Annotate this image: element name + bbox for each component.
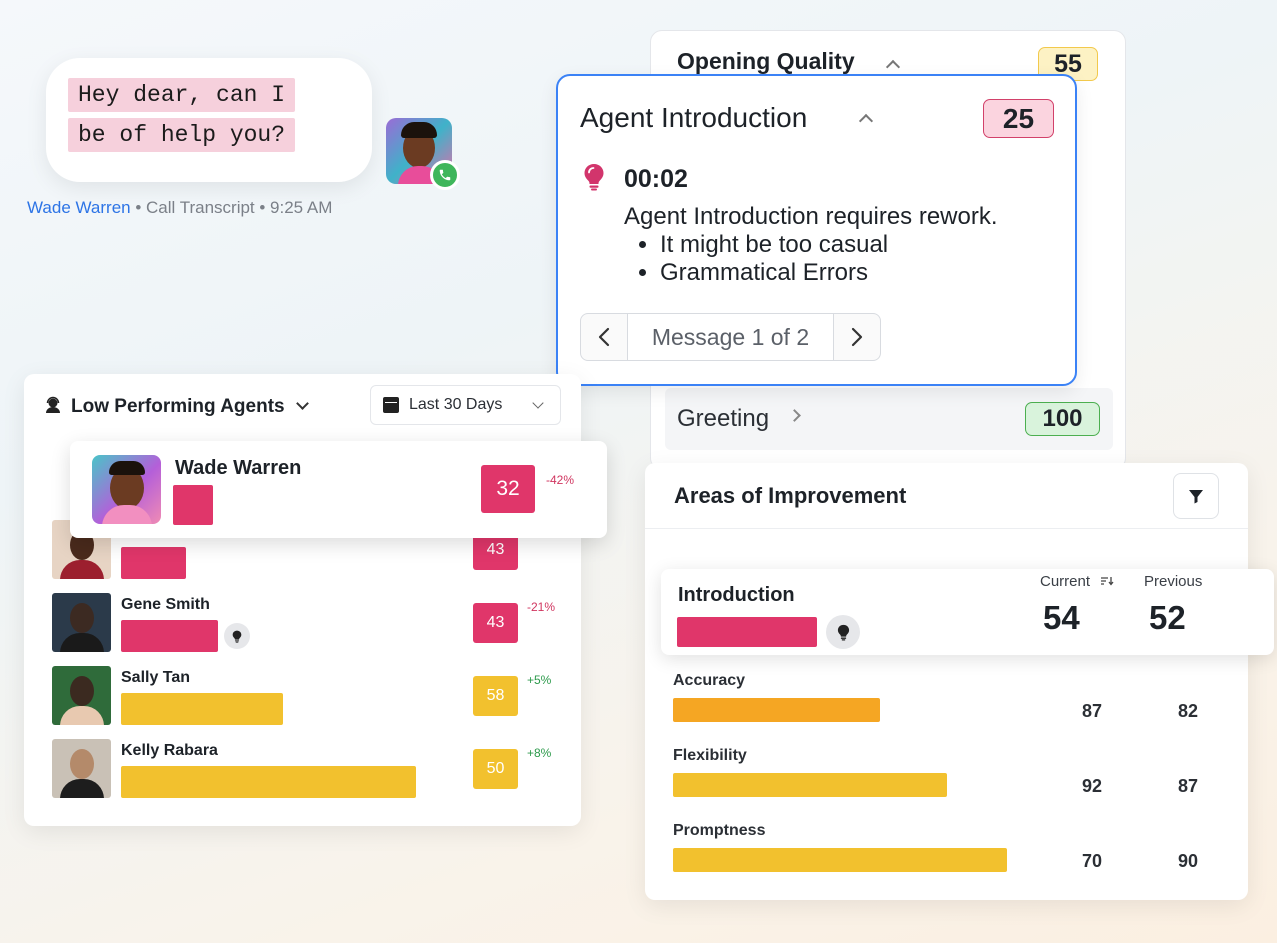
- introduction-current: 54: [1043, 599, 1080, 636]
- introduction-previous: 52: [1149, 599, 1186, 636]
- chevron-down-icon: [532, 397, 544, 409]
- insight-button[interactable]: [826, 615, 860, 649]
- transcript-meta: Wade Warren • Call Transcript • 9:25 AM: [27, 198, 332, 218]
- chat-line-1: Hey dear, can I: [68, 78, 296, 112]
- avatar: [92, 455, 161, 524]
- avatar: [52, 666, 111, 725]
- avatar: [52, 593, 111, 652]
- divider: [645, 528, 1248, 529]
- agent-name: Sally Tan: [121, 669, 191, 686]
- lightbulb-icon: [837, 624, 849, 640]
- agent-bar: [173, 485, 213, 525]
- message-bullet: Grammatical Errors: [660, 259, 998, 287]
- agent-bar: [121, 547, 186, 579]
- areas-of-improvement-card: [645, 463, 1248, 900]
- message-text: Agent Introduction requires rework.: [624, 203, 998, 230]
- filter-icon: [1189, 490, 1203, 504]
- agent-bar: [121, 620, 218, 652]
- agent-delta: -21%: [527, 600, 556, 614]
- improvement-label: Promptness: [673, 822, 766, 839]
- lightbulb-icon: [583, 163, 605, 191]
- lightbulb-icon: [232, 630, 242, 643]
- avatar-face: [70, 749, 94, 779]
- avatar-body: [60, 779, 104, 798]
- phone-icon: [430, 160, 460, 190]
- improvement-current: 87: [1082, 701, 1103, 721]
- avatar-body: [60, 706, 104, 725]
- message-timestamp: 00:02: [624, 165, 688, 193]
- chevron-left-icon: [598, 327, 610, 347]
- filter-button[interactable]: [1173, 473, 1219, 519]
- opening-quality-title[interactable]: Opening Quality: [677, 48, 855, 74]
- improvement-label: Flexibility: [673, 747, 747, 764]
- agent-delta: +8%: [527, 746, 552, 760]
- message-body: Agent Introduction requires rework. It m…: [624, 203, 998, 287]
- improvement-current: 92: [1082, 776, 1103, 796]
- calendar-icon: [383, 397, 399, 413]
- chat-line-2: be of help you?: [68, 118, 296, 152]
- agent-bar: [121, 766, 416, 798]
- avatar: [52, 739, 111, 798]
- pager-next-button[interactable]: [834, 314, 880, 360]
- improvement-label: Accuracy: [673, 672, 746, 689]
- current-column-header[interactable]: Current: [1040, 573, 1114, 590]
- chat-bubble: Hey dear, can I be of help you?: [46, 58, 372, 182]
- agent-score: 43: [473, 603, 518, 643]
- date-range-value: Last 30 Days: [409, 396, 503, 413]
- transcript-meta-text: • Call Transcript • 9:25 AM: [130, 198, 333, 217]
- agent-introduction-title[interactable]: Agent Introduction: [580, 102, 808, 133]
- chevron-right-icon: [851, 327, 863, 347]
- agent-name: Gene Smith: [121, 596, 210, 613]
- greeting-label: Greeting: [677, 405, 770, 432]
- improvement-previous: 87: [1178, 776, 1199, 796]
- agent-delta: -42%: [546, 473, 575, 487]
- agent-name: Wade Warren: [175, 457, 302, 479]
- pager-label: Message 1 of 2: [627, 314, 834, 360]
- message-bullet: It might be too casual: [660, 231, 998, 259]
- sender-name-link[interactable]: Wade Warren: [27, 198, 131, 217]
- agent-headset-icon: [44, 396, 62, 414]
- message-pager: Message 1 of 2: [580, 313, 881, 361]
- insight-button[interactable]: [224, 623, 250, 649]
- improvement-bar: [673, 698, 880, 722]
- agent-score: 58: [473, 676, 518, 716]
- agent-bar: [121, 693, 283, 725]
- introduction-label: Introduction: [678, 584, 795, 606]
- improvement-bar: [673, 773, 947, 797]
- improvement-previous: 90: [1178, 851, 1199, 871]
- greeting-score: 100: [1025, 402, 1100, 436]
- date-range-dropdown[interactable]: Last 30 Days: [370, 385, 561, 425]
- improvement-bar: [673, 848, 1007, 872]
- low-performing-agents-title[interactable]: Low Performing Agents: [71, 396, 285, 417]
- agent-delta: +5%: [527, 673, 552, 687]
- avatar-face: [70, 676, 94, 706]
- previous-column-header: Previous: [1144, 573, 1203, 590]
- agent-introduction-score: 25: [983, 99, 1054, 138]
- areas-of-improvement-title: Areas of Improvement: [674, 483, 907, 508]
- pager-prev-button[interactable]: [581, 314, 627, 360]
- avatar-face: [70, 603, 94, 633]
- current-label: Current: [1040, 573, 1091, 590]
- avatar: [386, 118, 452, 184]
- improvement-previous: 82: [1178, 701, 1199, 721]
- agent-score: 50: [473, 749, 518, 789]
- agent-score: 32: [481, 465, 535, 513]
- agent-name: Kelly Rabara: [121, 742, 218, 759]
- introduction-bar: [677, 617, 817, 647]
- sort-icon: [1101, 577, 1114, 586]
- improvement-current: 70: [1082, 851, 1103, 871]
- avatar-body: [60, 560, 104, 579]
- avatar-body: [60, 633, 104, 652]
